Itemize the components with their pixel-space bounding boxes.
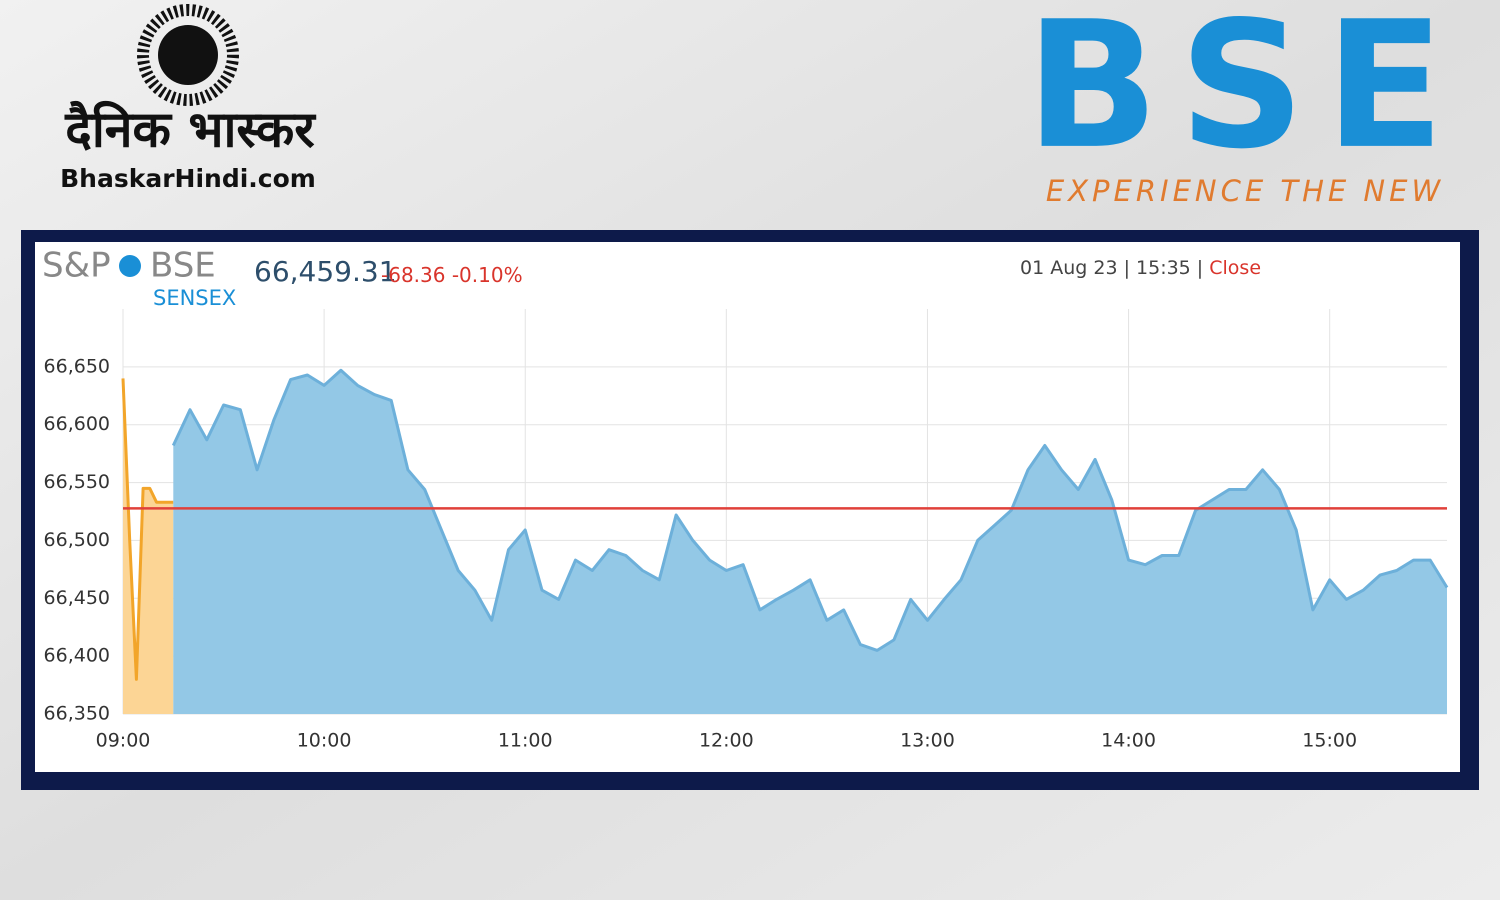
y-tick-label: 66,500 xyxy=(44,529,110,551)
x-tick-label: 10:00 xyxy=(297,730,352,752)
line xyxy=(171,368,1449,652)
left-logo-name: दैनिक भास्कर xyxy=(64,101,316,159)
line xyxy=(121,378,174,681)
market-status: Close xyxy=(1209,257,1261,279)
index-brand: S&P xyxy=(42,246,111,286)
sun-logo xyxy=(137,4,239,106)
y-tick-label: 66,400 xyxy=(44,645,110,667)
index-change-percent: -0.10% xyxy=(452,263,523,287)
y-tick-label: 66,650 xyxy=(44,355,110,377)
area xyxy=(173,370,1447,714)
y-tick-label: 66,350 xyxy=(44,703,110,725)
x-tick-label: 12:00 xyxy=(699,730,754,752)
x-tick-label: 14:00 xyxy=(1101,730,1156,752)
left-logo-site: BhaskarHindi.com xyxy=(60,164,316,193)
index-change: -68.36 xyxy=(381,263,445,287)
x-tick-label: 09:00 xyxy=(96,730,151,752)
index-exchange: BSE xyxy=(150,246,216,286)
y-tick-label: 66,550 xyxy=(44,471,110,493)
index-logo-icon xyxy=(119,255,141,277)
plot: 66,350 66,400 66,450 66,500 66,550 66,600 66,6… xyxy=(44,309,1449,752)
timestamp: 01 Aug 23 | 15:35 | xyxy=(1020,257,1203,279)
right-logo-tagline: EXPERIENCE THE NEW xyxy=(1046,174,1444,208)
y-tick-label: 66,450 xyxy=(44,587,110,609)
y-tick-label: 66,600 xyxy=(44,413,110,435)
x-tick-label: 13:00 xyxy=(900,730,955,752)
index-change-line: -68.36 -0.10% xyxy=(381,263,523,287)
x-tick-label: 11:00 xyxy=(498,730,553,752)
x-tick-label: 15:00 xyxy=(1302,730,1357,752)
index-value: 66,459.31 xyxy=(254,255,397,288)
right-logo-name: BSE xyxy=(1026,0,1465,188)
index-name: SENSEX xyxy=(153,286,236,310)
area xyxy=(123,378,174,714)
timestamp-line: 01 Aug 23 | 15:35 | Close xyxy=(1020,257,1261,279)
